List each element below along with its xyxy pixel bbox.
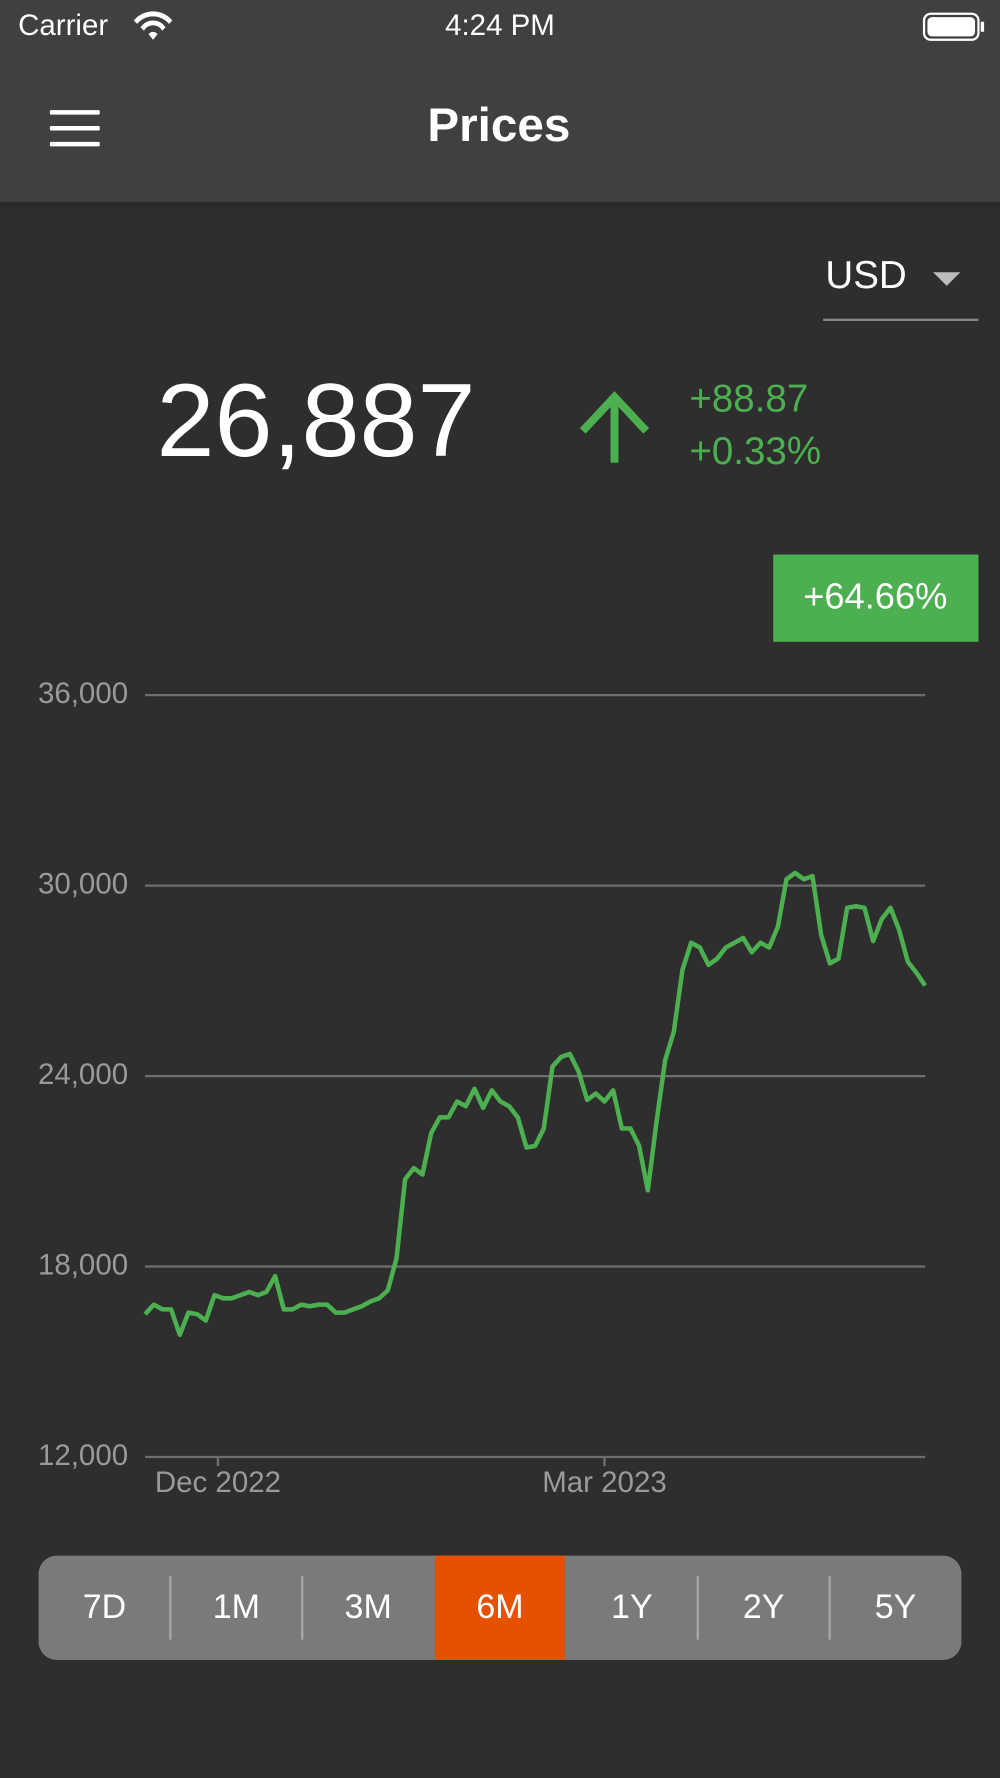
- carrier: Carrier: [18, 9, 108, 42]
- currency-dropdown[interactable]: USD: [823, 254, 979, 321]
- price-line: [143, 870, 928, 1338]
- range-tab[interactable]: 1M: [213, 1588, 260, 1626]
- y-tick-label: 30,000: [38, 867, 128, 900]
- wifi-icon: [133, 11, 173, 40]
- period-change-badge: [773, 554, 979, 642]
- app-bar-shadow: [0, 201, 1000, 209]
- price-change-percent: +0.33%: [689, 430, 821, 473]
- y-tick-label: 18,000: [38, 1248, 128, 1281]
- app-bar: [0, 0, 1000, 202]
- price-change: +88.87: [689, 378, 808, 421]
- range-tabs: 7D 1M 3M 6M 1Y 2Y 5Y: [38, 1555, 962, 1660]
- dropdown-underline: [823, 318, 979, 321]
- range-tab[interactable]: 7D: [83, 1588, 126, 1626]
- range-tab[interactable]: 6M: [476, 1588, 523, 1626]
- tab-selected: [435, 1555, 565, 1660]
- range-tab[interactable]: 2Y: [743, 1588, 785, 1626]
- x-tick-label: Mar 2023: [542, 1466, 667, 1499]
- y-tick-label: 24,000: [38, 1058, 128, 1091]
- x-tick-label: Dec 2022: [155, 1466, 281, 1499]
- range-tab[interactable]: 5Y: [875, 1588, 917, 1626]
- up-arrow: [579, 391, 650, 463]
- current-price: 26,887: [156, 363, 475, 479]
- y-tick-label: 12,000: [38, 1439, 128, 1472]
- currency-label: USD: [825, 254, 906, 297]
- period-change: +64.66%: [803, 575, 947, 616]
- page-title: Prices: [427, 99, 570, 152]
- range-tab[interactable]: 3M: [345, 1588, 392, 1626]
- y-tick-label: 36,000: [38, 677, 128, 710]
- clock: 4:24 PM: [445, 9, 555, 42]
- menu-button[interactable]: [49, 110, 100, 147]
- range-tab[interactable]: 1Y: [611, 1588, 653, 1626]
- price-chart: 12,000 18,000 24,000 30,000 36,000 Dec 2022 Ma…: [38, 677, 928, 1499]
- battery-icon: [922, 12, 985, 41]
- dropdown-arrow: [933, 272, 961, 286]
